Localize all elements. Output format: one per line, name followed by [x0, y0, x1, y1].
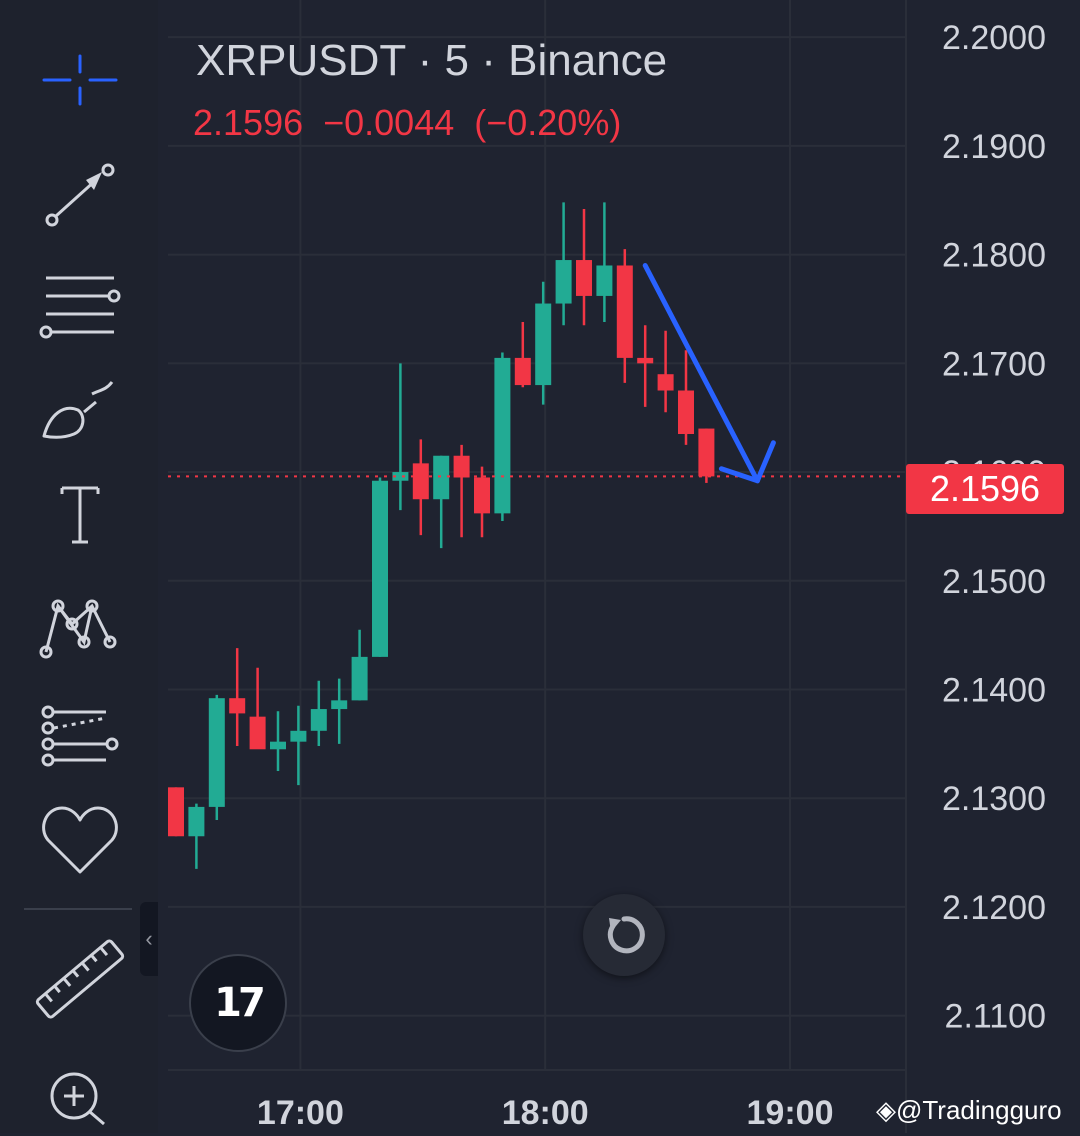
price-tick-label: 2.1500: [942, 563, 1046, 601]
candle: [678, 350, 694, 445]
tradingview-logo[interactable]: 17: [189, 954, 287, 1052]
candle: [453, 444, 470, 538]
price-axis: 2.20002.19002.18002.17002.16002.15002.14…: [942, 19, 1046, 1035]
binance-square-icon: ◈: [876, 1095, 896, 1125]
arrow-shaft: [642, 262, 760, 484]
trend-arrow-annotation: [642, 262, 776, 484]
price-tick-label: 2.1200: [942, 889, 1046, 927]
price-change-row: 2.1596 −0.0044 (−0.20%): [193, 102, 641, 144]
fib-retracement-icon[interactable]: [24, 246, 136, 346]
candle-body: [453, 455, 470, 478]
candle-body: [229, 698, 246, 714]
candle: [310, 680, 327, 747]
favorites-icon[interactable]: [24, 786, 136, 886]
time-tick-label: 19:00: [747, 1094, 834, 1132]
candle-body: [249, 716, 266, 750]
candle-body: [657, 374, 674, 391]
time-tick-label: 17:00: [257, 1094, 344, 1132]
candle-body: [637, 357, 654, 364]
watermark: ◈@Tradingguro: [876, 1095, 1062, 1125]
collapse-toolbar-button[interactable]: ‹: [140, 902, 158, 976]
candle: [290, 705, 307, 786]
time-axis: 17:00 18:00 19:00: [257, 1094, 834, 1132]
candle: [372, 477, 388, 657]
candle-body: [331, 700, 348, 710]
candle-body: [290, 730, 307, 742]
candle: [555, 202, 572, 326]
candle: [208, 694, 225, 820]
price-change-pct: (−0.20%): [474, 102, 622, 143]
candle-body: [678, 390, 694, 434]
candle: [576, 208, 592, 326]
candle: [494, 352, 511, 521]
candle-body: [698, 428, 715, 477]
candle-body: [474, 477, 490, 514]
candle-body: [392, 472, 409, 481]
candle-body: [535, 303, 552, 386]
candle: [596, 202, 613, 323]
candle-body: [310, 709, 327, 731]
ruler-icon[interactable]: [24, 928, 136, 1028]
candle-body: [168, 787, 184, 837]
zoom-in-icon[interactable]: [24, 1036, 136, 1136]
reset-chart-button[interactable]: [583, 894, 665, 976]
last-price: 2.1596: [193, 102, 304, 143]
candle: [412, 439, 429, 536]
candle-body: [351, 656, 368, 701]
candle: [249, 667, 266, 750]
candle: [637, 325, 654, 407]
candle-body: [616, 265, 633, 358]
candles: [168, 202, 715, 869]
candle-body: [576, 260, 592, 296]
candle: [392, 363, 409, 511]
pattern-icon[interactable]: [24, 570, 136, 670]
candle: [657, 330, 674, 413]
candle: [229, 648, 246, 747]
candle: [535, 281, 552, 405]
current-price-tag: 2.1596: [906, 464, 1064, 514]
crosshair-icon[interactable]: [24, 30, 136, 130]
toolbar-divider: [24, 908, 132, 910]
candle: [698, 428, 715, 483]
drawing-toolbar: ‹: [0, 0, 158, 1133]
price-tick-label: 2.1800: [942, 237, 1046, 275]
price-tick-label: 2.1300: [942, 780, 1046, 818]
candle-body: [555, 260, 572, 304]
candle-body: [208, 698, 225, 807]
price-tick-label: 2.1900: [942, 128, 1046, 166]
refresh-icon: [607, 916, 645, 954]
candle-body: [188, 806, 205, 837]
arrow-head: [718, 440, 776, 484]
candle: [474, 466, 490, 538]
candle: [514, 322, 531, 388]
chart-grid: [168, 0, 907, 1133]
candle-body: [596, 265, 613, 296]
candle-body: [412, 463, 429, 500]
brush-icon[interactable]: [24, 354, 136, 454]
candle: [433, 455, 450, 549]
candle-body: [270, 741, 286, 750]
price-tick-label: 2.1400: [942, 671, 1046, 709]
candle: [616, 249, 633, 383]
candle: [270, 711, 286, 772]
text-icon[interactable]: [24, 462, 136, 562]
candle-body: [433, 455, 450, 500]
time-tick-label: 18:00: [502, 1094, 589, 1132]
prediction-icon[interactable]: [24, 678, 136, 778]
candle-body: [372, 480, 388, 657]
price-tick-label: 2.1100: [945, 998, 1046, 1036]
candle: [188, 803, 205, 869]
price-change-abs: −0.0044: [323, 102, 455, 143]
trend-line-icon[interactable]: [24, 138, 136, 238]
price-tick-label: 2.1700: [942, 345, 1046, 383]
candle: [168, 787, 184, 837]
candle: [331, 678, 348, 744]
candle-body: [494, 357, 511, 514]
candle-body: [514, 357, 531, 386]
symbol-title[interactable]: XRPUSDT · 5 · Binance: [196, 36, 668, 85]
price-tick-label: 2.2000: [942, 19, 1046, 57]
candle: [351, 629, 368, 701]
